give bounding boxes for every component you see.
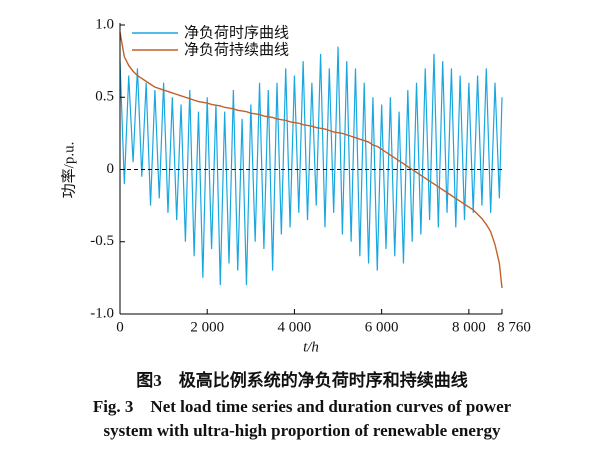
y-tick-label: 0 — [107, 161, 115, 177]
legend-label: 净负荷时序曲线 — [184, 24, 289, 42]
caption-line: system with ultra-high proportion of ren… — [104, 421, 501, 440]
x-tick-label: 0 — [116, 319, 124, 335]
x-tick-label: 6 000 — [365, 319, 399, 335]
caption-line: 图3 极高比例系统的净负荷时序和持续曲线 — [136, 370, 468, 390]
y-tick-label: -0.5 — [90, 233, 114, 249]
y-tick-label: 0.5 — [95, 89, 114, 105]
series-line — [119, 32, 503, 289]
legend-label: 净负荷持续曲线 — [184, 41, 289, 59]
y-axis-label: 功率/p.u. — [60, 142, 77, 199]
y-tick-label: -1.0 — [90, 305, 114, 321]
x-tick-label: 4 000 — [278, 319, 312, 335]
caption-line: Fig. 3 Net load time series and duration… — [93, 397, 512, 416]
x-tick-label: 8 000 — [452, 319, 486, 335]
y-tick-label: 1.0 — [95, 16, 114, 32]
x-tick-label: 8 760 — [497, 319, 531, 335]
x-tick-label: 2 000 — [190, 319, 224, 335]
x-axis-label: t/h — [303, 339, 319, 355]
series-line — [119, 46, 503, 286]
